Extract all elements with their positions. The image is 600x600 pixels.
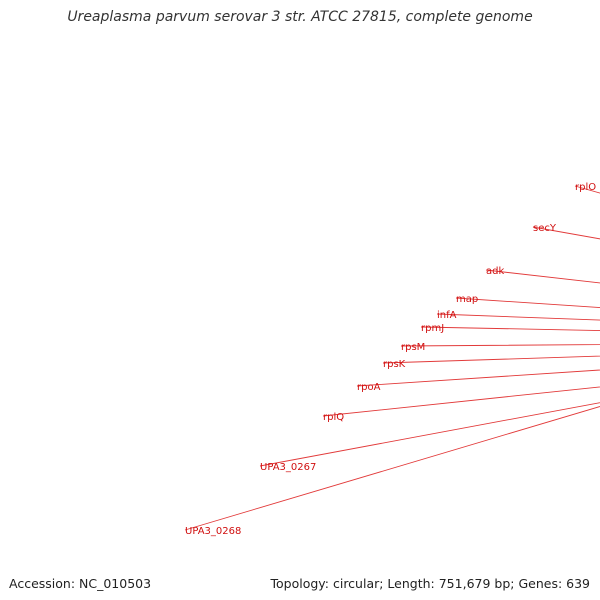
gene-leader-line: [532, 226, 600, 240]
accession-label: Accession: NC_010503: [9, 576, 152, 591]
gene-label: infA: [437, 310, 457, 321]
gene-label: UPA3_0267: [260, 462, 316, 473]
gene-label: adk: [486, 266, 504, 277]
map-title: Ureaplasma parvum serovar 3 str. ATCC 27…: [67, 9, 533, 25]
gene-leader-line: [356, 369, 600, 387]
gene-leader-line: [420, 326, 600, 331]
gene-label: rplQ: [323, 412, 344, 423]
gene-label: rplO: [575, 182, 596, 193]
gene-leader-line: [436, 313, 600, 321]
gene-label: map: [456, 294, 478, 305]
gene-label: UPA3_0268: [185, 526, 241, 537]
gene-leader-line: [574, 185, 600, 194]
genome-summary-label: Topology: circular; Length: 751,679 bp; …: [270, 576, 591, 591]
gene-label: secY: [533, 223, 557, 234]
gene-label: rpoA: [357, 382, 381, 393]
gene-leader-line: [184, 406, 600, 531]
gene-label: rpmJ: [421, 323, 444, 334]
gene-label: rpsM: [401, 342, 425, 353]
gene-label-group: rplO secY adk map infA rpmJ rpsM rpsK rpoA rplQ UP…: [184, 182, 600, 537]
gene-label: rpsK: [383, 359, 406, 370]
gene-leader-line: [455, 297, 600, 309]
gene-leader-line: [485, 269, 600, 284]
